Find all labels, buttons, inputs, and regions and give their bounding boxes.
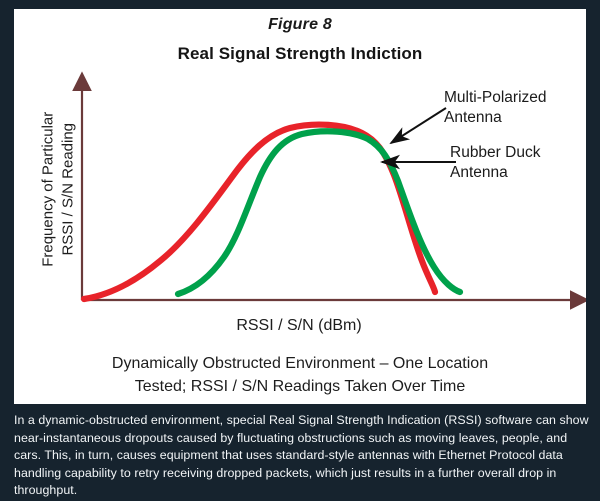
annotation-rubber-duck-antenna: Rubber Duck Antenna [450,143,540,183]
annotation-multi-polarized-line2: Antenna [444,109,502,127]
y-axis-label: Frequency of Particular RSSI / S/N Readi… [38,82,79,297]
figure-sub-caption: Dynamically Obstructed Environment – One… [34,352,566,398]
series-curve-multi-polarized [174,128,464,298]
figure-description-caption: In a dynamic-obstructed environment, spe… [14,413,589,498]
y-axis-label-line2: RSSI / S/N Reading [59,122,77,256]
annotation-multi-polarized-antenna: Multi-Polarized Antenna [444,88,547,128]
annotation-rubber-duck-line1: Rubber Duck [450,144,541,161]
figure-panel: Figure 8 Real Signal Strength Indiction [14,9,586,404]
chart-plot [72,71,586,310]
series-curve-rubber-duck [80,121,439,303]
figure-title: Real Signal Strength Indiction [177,44,423,63]
figure-number: Figure 8 [268,16,332,33]
sub-caption-line2: Tested; RSSI / S/N Readings Taken Over T… [134,378,466,396]
annotation-multi-polarized-line1: Multi-Polarized [444,89,547,106]
y-axis-label-line1: Frequency of Particular [39,111,57,267]
sub-caption-line1: Dynamically Obstructed Environment – One… [111,355,489,372]
annotation-arrow-multi-polarized [389,107,447,145]
annotation-rubber-duck-line2: Antenna [450,164,508,182]
x-axis-label: RSSI / S/N (dBm) [236,317,362,334]
